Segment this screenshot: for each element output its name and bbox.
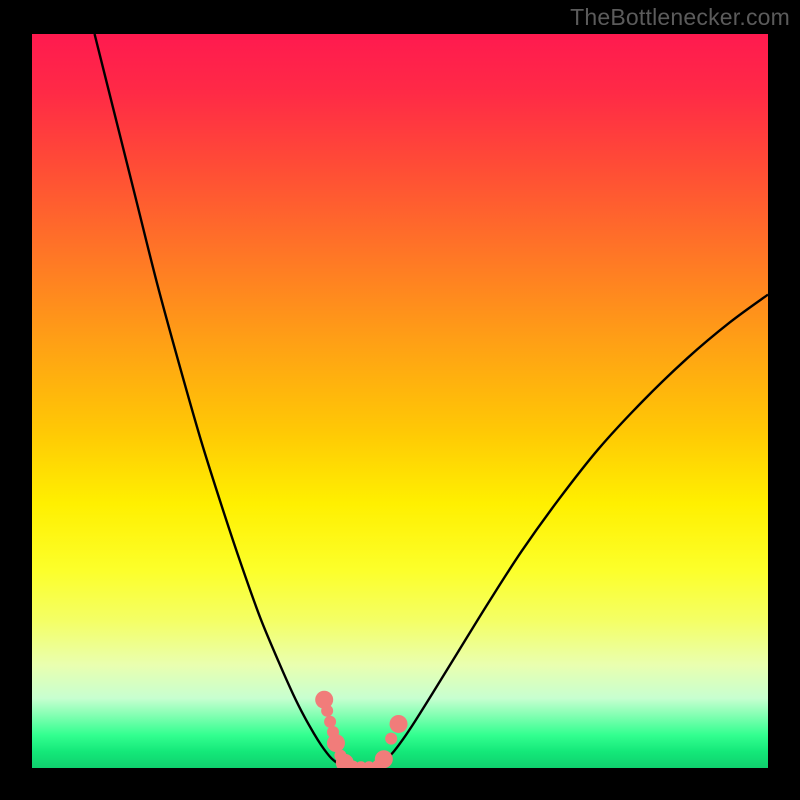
bottleneck-curve-chart (32, 34, 768, 768)
chart-background (32, 34, 768, 768)
chart-stage: TheBottlenecker.com (0, 0, 800, 800)
watermark-text: TheBottlenecker.com (570, 4, 790, 31)
